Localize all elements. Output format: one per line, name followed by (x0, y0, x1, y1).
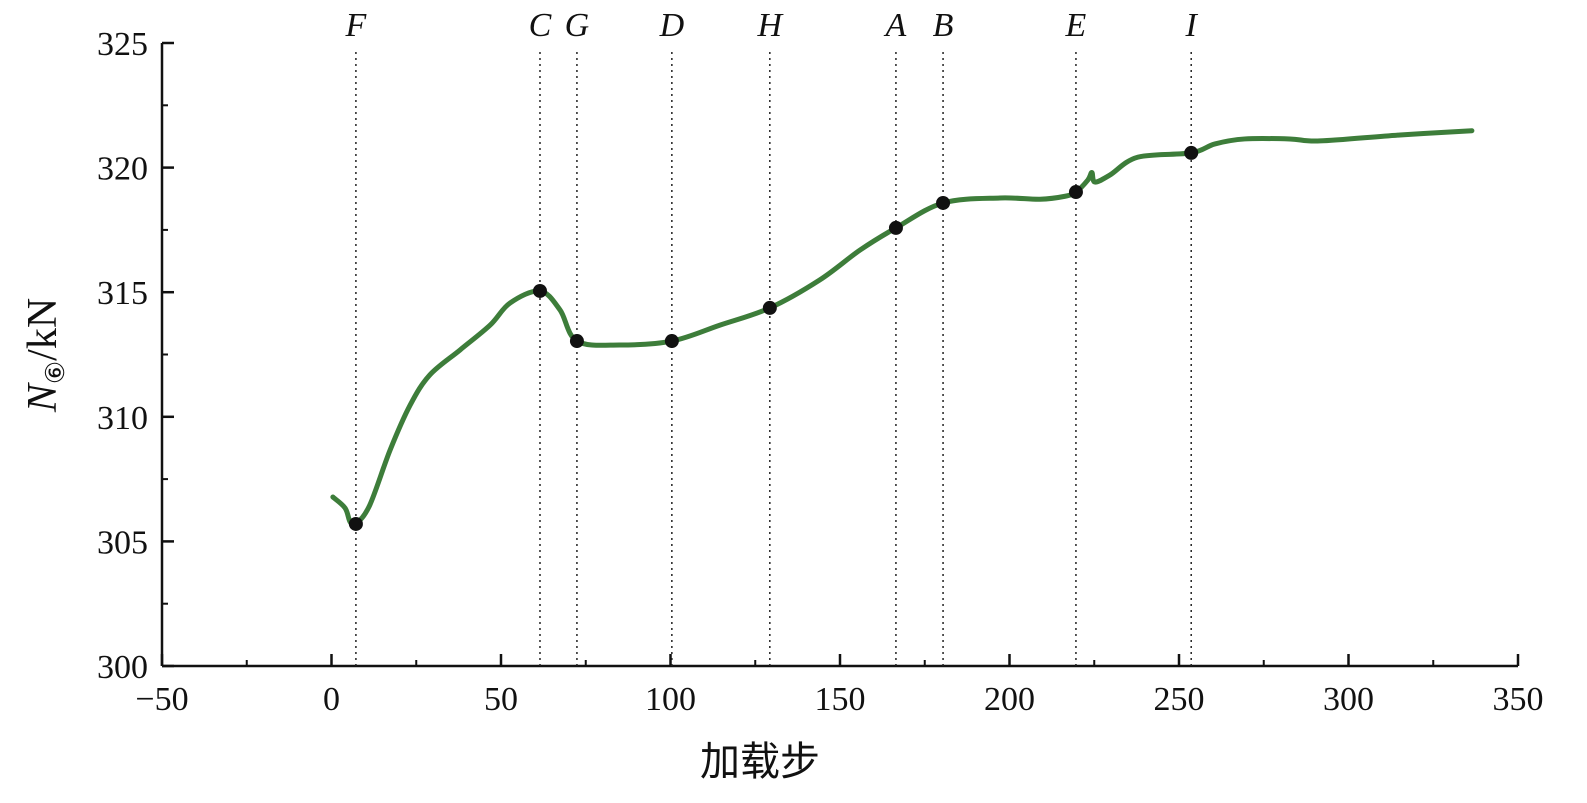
x-tick-label: 300 (1323, 681, 1374, 718)
x-tick-label: −50 (135, 681, 188, 718)
x-tick-label: 50 (484, 681, 518, 718)
marker-point-I (1184, 145, 1199, 160)
y-axis-label: N⑥/kN (20, 298, 70, 413)
axes (160, 41, 1520, 668)
marker-point-C (532, 283, 547, 298)
marker-label-B: B (933, 7, 954, 44)
marker-point-G (569, 334, 584, 349)
marker-point-E (1068, 185, 1083, 200)
marker-label-E: E (1065, 7, 1087, 44)
x-tick-label: 250 (1154, 681, 1205, 718)
y-tick-label: 315 (97, 275, 148, 312)
y-tick-label: 325 (97, 26, 148, 63)
tick-labels: −50 0 50 100 150 200 250 300 350 300 305 310 315 320 3… (97, 7, 1544, 718)
marker-point-F (348, 516, 363, 531)
marker-point-H (762, 300, 777, 315)
y-tick-label: 320 (97, 151, 148, 188)
marker-guide-lines (355, 52, 1192, 666)
series-line (330, 128, 1475, 528)
marker-point-A (888, 220, 903, 235)
marker-points (348, 145, 1199, 531)
marker-label-C: C (529, 7, 552, 44)
x-axis-label: 加载步 (700, 739, 820, 785)
marker-label-H: H (757, 7, 785, 44)
marker-label-G: G (565, 7, 590, 44)
x-tick-label: 0 (323, 681, 340, 718)
marker-label-D: D (659, 7, 685, 44)
y-tick-label: 305 (97, 524, 148, 561)
marker-label-I: I (1185, 7, 1199, 44)
y-tick-label: 310 (97, 400, 148, 437)
x-tick-label: 350 (1493, 681, 1544, 718)
marker-label-A: A (884, 7, 907, 44)
marker-point-B (936, 195, 951, 210)
x-tick-label: 100 (645, 681, 696, 718)
y-tick-label: 300 (97, 649, 148, 686)
x-tick-label: 150 (815, 681, 866, 718)
x-tick-label: 200 (984, 681, 1035, 718)
marker-label-F: F (345, 7, 368, 44)
marker-point-D (664, 334, 679, 349)
